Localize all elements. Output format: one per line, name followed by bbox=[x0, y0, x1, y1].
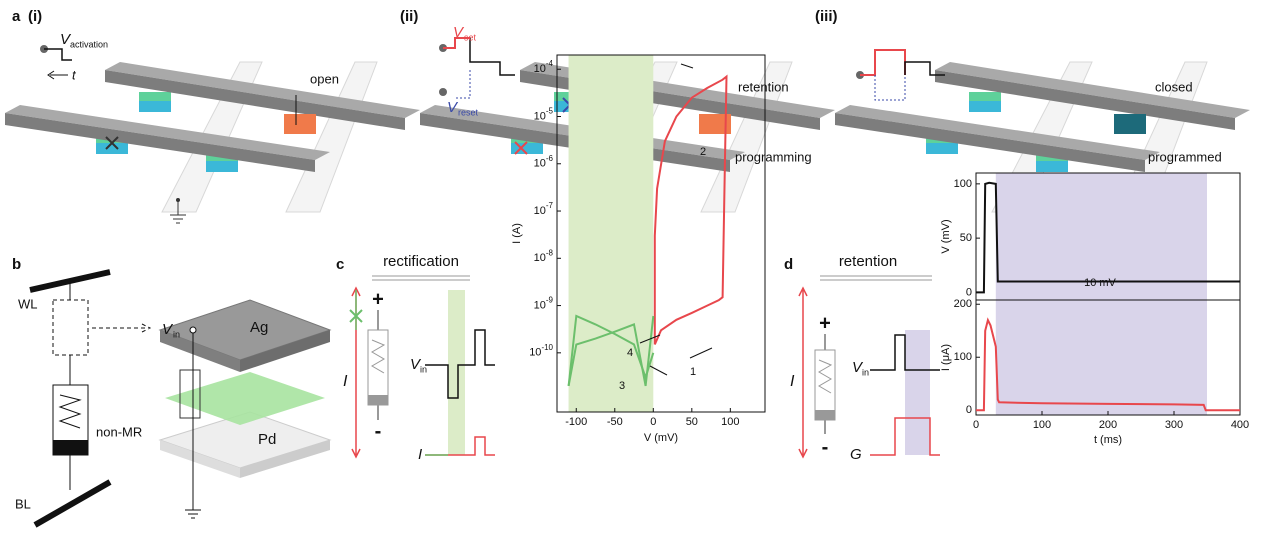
x-tick-label: 50 bbox=[686, 416, 698, 428]
shaded-region bbox=[996, 300, 1207, 415]
panel-title: rectification bbox=[383, 253, 459, 270]
voltage-subscript: in bbox=[420, 364, 427, 374]
x-tick-label: 0 bbox=[973, 419, 979, 431]
x-tick-label: -50 bbox=[607, 416, 623, 428]
panel-label: b bbox=[12, 256, 21, 273]
y-tick-label: 10-8 bbox=[534, 248, 554, 264]
crossbar bbox=[5, 62, 420, 223]
x-tick-label: -100 bbox=[565, 416, 587, 428]
y-axis-label: I (A) bbox=[511, 223, 523, 244]
subpanel-label: (i) bbox=[28, 8, 42, 25]
y-tick-label: 0 bbox=[966, 286, 972, 298]
label: non-MR bbox=[96, 424, 142, 439]
programmed-cell bbox=[1114, 114, 1146, 134]
x-tick-label: 100 bbox=[1033, 419, 1051, 431]
voltage-subscript: set bbox=[464, 32, 477, 42]
reset-pulse bbox=[455, 70, 470, 98]
y-tick-label: 10-6 bbox=[534, 154, 554, 170]
annotation: 4 bbox=[627, 347, 633, 359]
annotation: retention bbox=[738, 79, 789, 94]
annotation: programming bbox=[735, 149, 812, 164]
label: WL bbox=[18, 296, 38, 311]
label: Ag bbox=[250, 319, 268, 336]
current-label: I bbox=[343, 373, 348, 390]
terminal bbox=[439, 88, 447, 96]
annotation: closed bbox=[1155, 79, 1193, 94]
panel-label: a bbox=[12, 8, 21, 25]
x-tick-label: 200 bbox=[1099, 419, 1117, 431]
figure: a (i) (ii) (iii) V activation t open V s… bbox=[0, 0, 1266, 532]
active-cell bbox=[284, 114, 316, 134]
y-tick-label: 10-9 bbox=[534, 296, 554, 312]
voltage-subscript: in bbox=[173, 329, 180, 339]
x-axis-label: V (mV) bbox=[644, 432, 678, 444]
current-label: I bbox=[790, 373, 795, 390]
annotation: programmed bbox=[1148, 149, 1222, 164]
y-tick-label: 0 bbox=[966, 404, 972, 416]
panel-label: c bbox=[336, 256, 344, 273]
panel-title: retention bbox=[839, 253, 897, 270]
y-tick-label: 100 bbox=[954, 351, 972, 363]
panel-b: b WL non-MR BL V in Ag Pd bbox=[12, 256, 330, 525]
subpanel-label: (iii) bbox=[815, 8, 838, 25]
y-tick-label: 10-10 bbox=[529, 343, 553, 359]
time-arrow bbox=[48, 71, 68, 79]
voltage-subscript: in bbox=[862, 367, 869, 377]
x-tick-label: 300 bbox=[1165, 419, 1183, 431]
y-tick-label: 50 bbox=[960, 232, 972, 244]
x-tick-label: 400 bbox=[1231, 419, 1249, 431]
subpanel-label: (ii) bbox=[400, 8, 418, 25]
x-tick-label: 0 bbox=[650, 416, 656, 428]
current-label: I bbox=[418, 446, 422, 463]
time-label: t bbox=[72, 67, 77, 82]
x-axis-label: t (ms) bbox=[1094, 434, 1122, 446]
polarity: + bbox=[372, 288, 384, 310]
y-tick-label: 200 bbox=[954, 298, 972, 310]
annotation: 10 mV bbox=[1084, 277, 1116, 289]
pulse bbox=[44, 49, 72, 60]
panel-d: d retention I + - V in G bbox=[784, 253, 940, 463]
polarity: - bbox=[822, 436, 829, 458]
set-pulse bbox=[860, 50, 905, 75]
polarity: + bbox=[819, 312, 831, 334]
voltage-subscript: reset bbox=[458, 107, 479, 117]
y-tick-label: 100 bbox=[954, 178, 972, 190]
label: BL bbox=[15, 496, 31, 511]
y-tick-label: 10-5 bbox=[534, 107, 554, 123]
y-axis-label: V (mV) bbox=[940, 219, 952, 253]
pulse bbox=[443, 38, 515, 75]
annotation: 1 bbox=[690, 366, 696, 378]
panel-label: d bbox=[784, 256, 793, 273]
reset-pulse bbox=[875, 75, 905, 100]
voltage-subscript: activation bbox=[70, 39, 108, 49]
y-tick-label: 10-7 bbox=[534, 201, 554, 217]
conductance-label: G bbox=[850, 446, 862, 463]
label: Pd bbox=[258, 431, 276, 448]
annotation: open bbox=[310, 71, 339, 86]
panel-c: c rectification I + - V in I bbox=[336, 253, 495, 463]
x-tick-label: 100 bbox=[721, 416, 739, 428]
polarity: - bbox=[375, 420, 382, 442]
y-axis-label: I (μA) bbox=[940, 344, 952, 371]
annotation: 3 bbox=[619, 380, 625, 392]
annotation: 2 bbox=[700, 146, 706, 158]
